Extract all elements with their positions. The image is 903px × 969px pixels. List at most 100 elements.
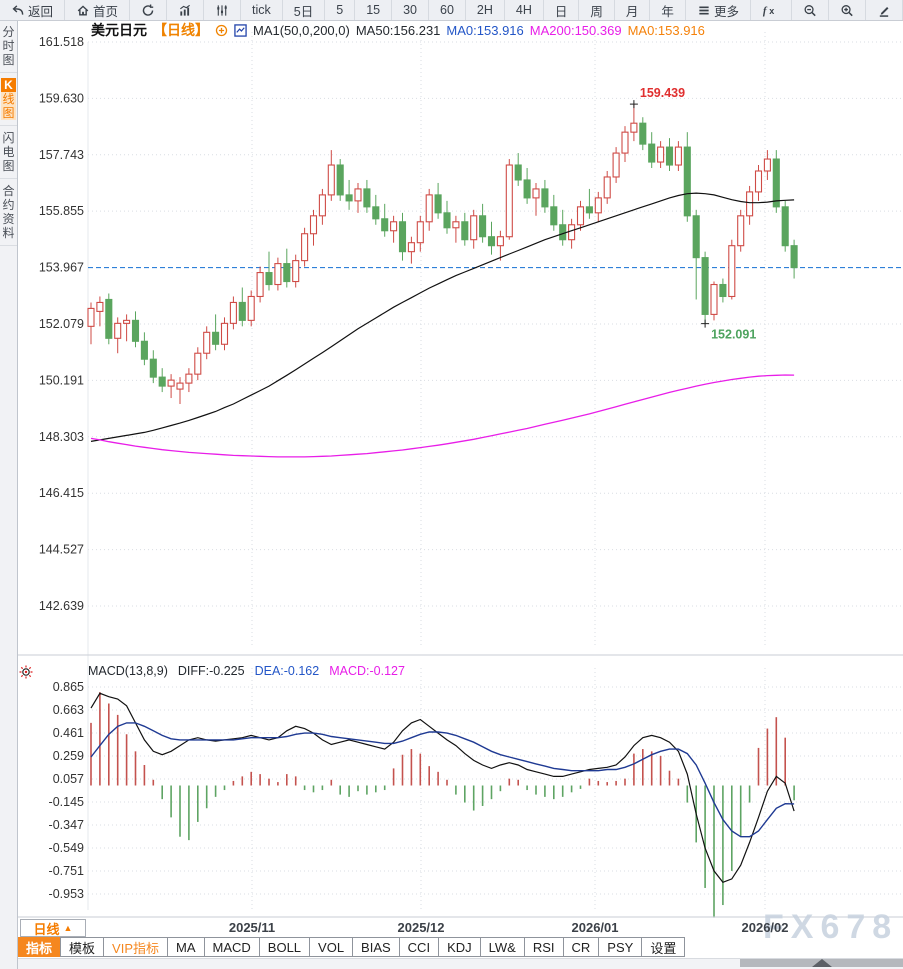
sidebar-item-3[interactable]: 合约资料 (0, 179, 17, 246)
indicator-tab-bar: 指标 模板 VIP指标 MA MACD BOLL VOL BIAS CCI KDJ LW& RSI CR… (17, 937, 686, 957)
pane-dividers (18, 654, 903, 918)
scrollbar-arrow-icon[interactable] (812, 959, 832, 967)
svg-text:157.743: 157.743 (39, 148, 84, 162)
sidebar-item-char: 约 (2, 198, 15, 212)
sidebar-item-char: 电 (2, 145, 15, 159)
tab-LW&[interactable]: LW& (479, 937, 525, 957)
menu-icon (697, 4, 711, 17)
toolbar-button-30[interactable]: 30 (392, 0, 429, 20)
sidebar-item-char: 图 (1, 106, 16, 120)
sidebar-item-char: 图 (2, 53, 15, 67)
sidebar-item-char: 资 (2, 212, 15, 226)
macd-diff-value: DIFF:-0.225 (177, 663, 245, 678)
toolbar-item-label: 更多 (713, 4, 739, 19)
toolbar-pencil[interactable] (866, 0, 903, 20)
ma0-orange-value: MA0:153.916 (627, 22, 705, 38)
indicator-chart-icon[interactable] (234, 23, 247, 37)
macd-macd-value: MACD:-0.127 (329, 663, 405, 678)
sidebar-item-char: 合 (2, 184, 15, 198)
svg-text:0.865: 0.865 (53, 680, 84, 694)
ma200-value: MA200:150.369 (529, 22, 622, 38)
svg-text:0.461: 0.461 (53, 726, 84, 740)
x-axis-label: 2026/02 (741, 920, 789, 935)
sidebar-item-char: K (1, 78, 16, 92)
toolbar-item-label: tick (252, 3, 271, 17)
svg-text:159.630: 159.630 (39, 91, 84, 105)
toolbar-menu-button[interactable]: 更多 (686, 0, 751, 20)
toolbar-item-label: 30 (403, 3, 417, 17)
toolbar-button-周[interactable]: 周 (579, 0, 615, 20)
sidebar-item-2[interactable]: 闪电图 (0, 126, 17, 179)
home-icon (76, 4, 90, 17)
macd-header: MACD(13,8,9) DIFF:-0.225 DEA:-0.162 MACD… (88, 663, 405, 678)
tab-VIP指标[interactable]: VIP指标 (103, 937, 168, 957)
ma-settings-label: MA1(50,0,200,0) (253, 22, 350, 38)
svg-text:152.091: 152.091 (711, 328, 756, 342)
toolbar-button-5日[interactable]: 5日 (283, 0, 326, 20)
bar-chart-icon (178, 4, 192, 17)
period-dropdown-button[interactable]: 日线 ▲ (20, 919, 86, 937)
svg-text:142.639: 142.639 (39, 599, 84, 613)
toolbar-button-月[interactable]: 月 (615, 0, 651, 20)
toolbar-home-button[interactable]: 首页 (65, 0, 131, 20)
svg-text:0.663: 0.663 (53, 703, 84, 717)
toolbar-back-button[interactable]: 返回 (0, 0, 66, 20)
watermark: FX678 (763, 908, 899, 946)
macd-histogram (90, 692, 795, 918)
toolbar-button-4H[interactable]: 4H (505, 0, 544, 20)
zoom-out-icon (803, 4, 817, 17)
toolbar-button-5[interactable]: 5 (325, 0, 356, 20)
svg-text:-0.751: -0.751 (49, 864, 84, 878)
toolbar-zoom-out[interactable] (792, 0, 829, 20)
ma0-blue-value: MA0:153.916 (446, 22, 524, 38)
svg-text:0.057: 0.057 (53, 772, 84, 786)
toolbar-button-60[interactable]: 60 (429, 0, 466, 20)
tab-BIAS[interactable]: BIAS (352, 937, 400, 957)
tab-PSY[interactable]: PSY (598, 937, 643, 957)
add-circle-icon[interactable] (215, 24, 228, 37)
tab-RSI[interactable]: RSI (523, 937, 564, 957)
chevron-up-icon: ▲ (63, 923, 73, 933)
svg-text:x: x (769, 6, 774, 16)
chart-canvas[interactable]: 159.439 152.091 161.518 159.630 157.743 155.8… (18, 20, 903, 918)
x-axis-strip: 日线 ▲ 2025/11 2025/12 2026/01 2026/02 (18, 918, 903, 937)
svg-text:-0.549: -0.549 (49, 841, 84, 855)
tab-CCI[interactable]: CCI (398, 937, 440, 957)
sidebar-item-char: 时 (2, 39, 15, 53)
tab-VOL[interactable]: VOL (309, 937, 354, 957)
toolbar-button-年[interactable]: 年 (650, 0, 686, 20)
macd-axis-labels: 0.865 0.663 0.461 0.259 0.057 -0.145 -0.347 -0.… (49, 680, 85, 901)
svg-text:153.967: 153.967 (39, 261, 84, 275)
toolbar-button-tick[interactable]: tick (241, 0, 283, 20)
tab-MA[interactable]: MA (167, 937, 205, 957)
tab-设置[interactable]: 设置 (641, 937, 686, 957)
toolbar-candles[interactable] (204, 0, 242, 20)
tab-指标[interactable]: 指标 (17, 937, 62, 957)
x-axis-label: 2026/01 (571, 920, 619, 935)
tab-BOLL[interactable]: BOLL (258, 937, 311, 957)
sidebar-item-char: 分 (2, 25, 15, 39)
tab-KDJ[interactable]: KDJ (438, 937, 481, 957)
tab-MACD[interactable]: MACD (203, 937, 260, 957)
sidebar-item-char: 图 (2, 159, 15, 173)
toolbar-button-15[interactable]: 15 (355, 0, 393, 20)
sidebar-item-0[interactable]: 分时图 (0, 20, 17, 73)
toolbar-item-label: 日 (554, 4, 568, 19)
toolbar-item-label: 4H (515, 3, 532, 17)
toolbar-button-2H[interactable]: 2H (466, 0, 505, 20)
x-axis-label: 2025/12 (397, 920, 445, 935)
candlesticks[interactable] (87, 104, 798, 405)
toolbar-refresh[interactable] (130, 0, 168, 20)
sidebar-item-char: 闪 (2, 131, 15, 145)
toolbar-bar-chart[interactable] (167, 0, 205, 20)
indicator-settings-icon[interactable] (19, 665, 33, 679)
tab-模板[interactable]: 模板 (60, 937, 105, 957)
tab-CR[interactable]: CR (562, 937, 600, 957)
toolbar-button-日[interactable]: 日 (544, 0, 580, 20)
sidebar-item-char: 料 (2, 226, 15, 240)
toolbar-zoom-in[interactable] (829, 0, 866, 20)
